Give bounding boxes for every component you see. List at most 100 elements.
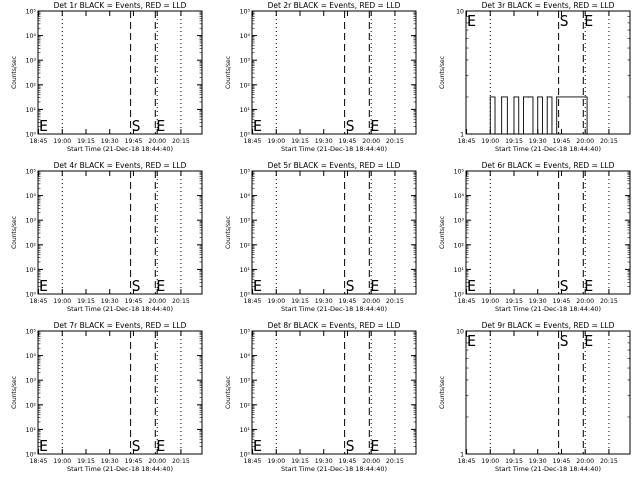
- x-tick-label: 20:15: [600, 458, 618, 465]
- marker-label-s: S: [132, 117, 141, 135]
- y-tick-label: 10: [456, 329, 464, 336]
- x-tick-label: 19:30: [529, 138, 547, 145]
- panel-1r: Det 1r BLACK = Events, RED = LLD 10⁰ 10¹ 10…: [11, 1, 203, 153]
- y-axis-label: Counts/sec: [11, 216, 18, 249]
- y-tick-label: 10¹: [240, 267, 251, 274]
- x-tick-label: 19:45: [339, 138, 357, 145]
- y-tick-label: 10¹: [240, 107, 251, 114]
- y-tick-label: 10²: [26, 82, 37, 89]
- marker-label-e: E: [39, 277, 48, 295]
- y-tick-label: 10⁵: [240, 9, 251, 16]
- y-tick-label: 10³: [26, 218, 37, 225]
- x-axis-label: Start Time (21-Dec-18 18:44:40): [67, 465, 173, 473]
- y-tick-label: 10⁵: [26, 169, 37, 176]
- marker-label-s: S: [560, 332, 569, 350]
- x-tick-label: 19:00: [267, 138, 285, 145]
- panel-title: Det 8r BLACK = Events, RED = LLD: [268, 321, 401, 330]
- panel-title: Det 2r BLACK = Events, RED = LLD: [268, 1, 401, 10]
- data-point: [513, 96, 515, 98]
- panel-7r: Det 7r BLACK = Events, RED = LLD 10⁰ 10¹ 10…: [11, 321, 203, 473]
- x-tick-label: 20:15: [386, 138, 404, 145]
- x-tick-label: 19:00: [53, 458, 71, 465]
- x-tick-label: 20:00: [576, 298, 594, 305]
- y-tick-label: 10²: [26, 402, 37, 409]
- y-tick-label: 10²: [240, 82, 251, 89]
- y-tick-label: 1: [460, 132, 464, 139]
- x-tick-label: 19:00: [53, 138, 71, 145]
- x-axis-label: Start Time (21-Dec-18 18:44:40): [495, 305, 601, 313]
- x-axis-label: Start Time (21-Dec-18 18:44:40): [281, 465, 387, 473]
- x-tick-label: 18:45: [458, 138, 476, 145]
- y-tick-label: 10: [456, 9, 464, 16]
- panel-4r: Det 4r BLACK = Events, RED = LLD 10⁰ 10¹ 10…: [11, 161, 203, 313]
- panel-title: Det 1r BLACK = Events, RED = LLD: [54, 1, 187, 10]
- x-tick-label: 20:00: [148, 298, 166, 305]
- marker-label-e: E: [467, 12, 476, 30]
- marker-label-s: S: [560, 12, 569, 30]
- panel-6r: Det 6r BLACK = Events, RED = LLD 10⁰ 10¹ 10…: [439, 161, 631, 313]
- y-tick-label: 10³: [240, 218, 251, 225]
- marker-label-e: E: [156, 437, 165, 455]
- x-tick-label: 19:45: [553, 138, 571, 145]
- x-tick-label: 18:45: [458, 458, 476, 465]
- y-tick-label: 10⁰: [454, 292, 465, 299]
- x-tick-label: 19:15: [77, 138, 95, 145]
- data-point: [537, 96, 539, 98]
- y-tick-label: 1: [460, 452, 464, 459]
- plot-frame: [465, 330, 631, 455]
- y-tick-label: 10³: [240, 378, 251, 385]
- y-axis-label: Counts/sec: [439, 376, 446, 409]
- x-tick-label: 19:30: [101, 298, 119, 305]
- data-point: [527, 96, 529, 98]
- x-tick-label: 20:15: [600, 138, 618, 145]
- x-tick-label: 18:45: [244, 458, 262, 465]
- marker-label-e: E: [253, 117, 262, 135]
- y-tick-label: 10⁰: [240, 292, 251, 299]
- x-tick-label: 19:15: [291, 298, 309, 305]
- panel-title: Det 7r BLACK = Events, RED = LLD: [54, 321, 187, 330]
- panel-9r: Det 9r BLACK = Events, RED = LLD 1 10 Count…: [439, 321, 631, 473]
- marker-label-s: S: [560, 277, 569, 295]
- y-tick-label: 10⁴: [240, 193, 251, 200]
- marker-label-e: E: [253, 437, 262, 455]
- x-tick-label: 20:00: [362, 458, 380, 465]
- x-tick-label: 19:00: [53, 298, 71, 305]
- x-tick-label: 19:30: [101, 458, 119, 465]
- y-tick-label: 10²: [240, 242, 251, 249]
- plot-frame: [251, 330, 417, 455]
- y-tick-label: 10²: [26, 242, 37, 249]
- x-tick-label: 18:45: [244, 298, 262, 305]
- panel-3r: Det 3r BLACK = Events, RED = LLD 1 10 Count…: [439, 1, 631, 153]
- y-tick-label: 10¹: [26, 267, 37, 274]
- panel-title: Det 6r BLACK = Events, RED = LLD: [482, 161, 615, 170]
- data-point: [546, 96, 548, 98]
- panel-title: Det 4r BLACK = Events, RED = LLD: [54, 161, 187, 170]
- y-axis-label: Counts/sec: [11, 376, 18, 409]
- marker-label-e: E: [156, 117, 165, 135]
- data-point: [556, 96, 558, 98]
- y-tick-label: 10¹: [240, 427, 251, 434]
- y-axis-label: Counts/sec: [225, 376, 232, 409]
- y-tick-label: 10⁰: [26, 292, 37, 299]
- y-tick-label: 10³: [26, 378, 37, 385]
- marker-label-e: E: [370, 277, 379, 295]
- y-axis-label: Counts/sec: [11, 56, 18, 89]
- x-tick-label: 19:15: [291, 458, 309, 465]
- x-tick-label: 18:45: [244, 138, 262, 145]
- y-tick-label: 10³: [26, 58, 37, 65]
- x-axis-label: Start Time (21-Dec-18 18:44:40): [281, 145, 387, 153]
- x-axis-label: Start Time (21-Dec-18 18:44:40): [67, 305, 173, 313]
- x-tick-label: 19:15: [77, 298, 95, 305]
- panel-2r: Det 2r BLACK = Events, RED = LLD 10⁰ 10¹ 10…: [225, 1, 417, 153]
- x-tick-label: 20:15: [386, 298, 404, 305]
- marker-label-e: E: [39, 437, 48, 455]
- y-tick-label: 10⁰: [26, 132, 37, 139]
- y-tick-label: 10⁵: [26, 9, 37, 16]
- y-tick-label: 10¹: [454, 267, 465, 274]
- x-tick-label: 19:30: [101, 138, 119, 145]
- marker-label-e: E: [370, 437, 379, 455]
- y-tick-label: 10⁰: [26, 452, 37, 459]
- x-tick-label: 19:00: [481, 458, 499, 465]
- x-tick-label: 18:45: [458, 298, 476, 305]
